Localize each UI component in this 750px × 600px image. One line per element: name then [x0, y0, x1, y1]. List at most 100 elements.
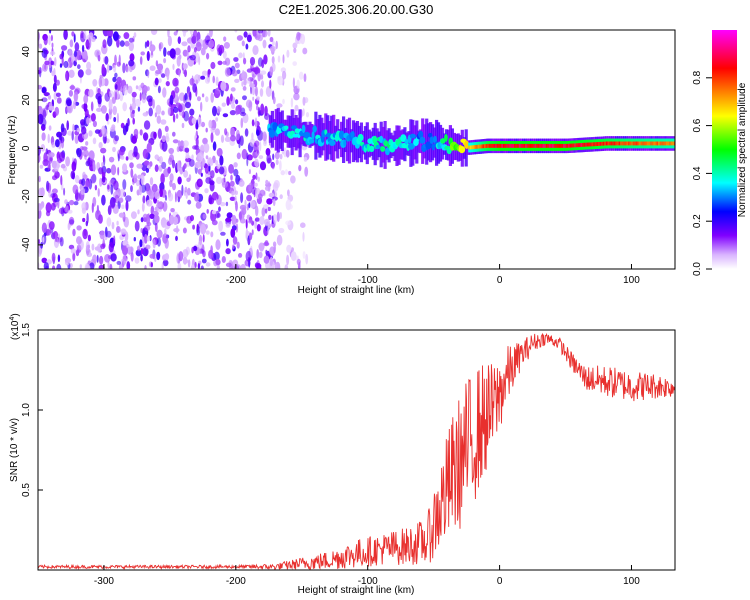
noise-speck [186, 177, 191, 183]
noise-speck [194, 261, 197, 268]
ridge-core-cell [594, 142, 598, 147]
noise-speck [156, 115, 161, 124]
noise-speck [172, 77, 179, 87]
ridge-core-cell [431, 143, 436, 151]
noise-speck [303, 156, 308, 162]
noise-speck [238, 179, 245, 187]
noise-speck [298, 164, 302, 172]
ridge-core-cell [509, 143, 512, 148]
noise-speck [176, 55, 181, 67]
ridge-halo-cell [365, 122, 369, 165]
noise-speck [146, 235, 151, 242]
ridge-core-cell [479, 144, 482, 149]
noise-speck [74, 134, 79, 144]
noise-speck [225, 223, 231, 228]
noise-speck [212, 141, 217, 151]
noise-speck [276, 211, 280, 222]
noise-speck [57, 254, 61, 263]
ridge-halo-cell [326, 115, 330, 160]
ridge-core-cell [632, 141, 636, 146]
ridge-core-cell [537, 143, 541, 148]
noise-speck [210, 132, 214, 143]
noise-speck [118, 79, 122, 88]
noise-speck [106, 217, 112, 227]
noise-speck [252, 30, 257, 37]
noise-speck [56, 97, 62, 104]
noise-speck [54, 106, 60, 116]
noise-speck [212, 105, 217, 117]
noise-speck [92, 79, 98, 87]
noise-speck [149, 44, 156, 52]
noise-speck [111, 124, 116, 130]
noise-speck [187, 199, 192, 205]
noise-speck [85, 68, 92, 76]
noise-speck [44, 60, 50, 66]
noise-speck [158, 156, 163, 164]
noise-speck [71, 31, 75, 37]
noise-speck [296, 79, 300, 89]
noise-speck [59, 63, 63, 68]
noise-speck [287, 189, 290, 197]
ridge-core-cell [673, 141, 675, 146]
noise-speck [42, 109, 47, 120]
noise-speck [216, 163, 221, 170]
noise-speck [112, 76, 117, 83]
noise-speck [127, 149, 135, 161]
ridge-core-cell [503, 143, 506, 148]
noise-speck [172, 182, 176, 191]
noise-speck [149, 177, 154, 186]
noise-speck [290, 97, 294, 108]
noise-speck [229, 180, 235, 187]
noise-speck [257, 176, 261, 182]
noise-speck [42, 159, 49, 167]
noise-speck [51, 160, 57, 169]
noise-speck [241, 40, 245, 47]
noise-speck [162, 87, 167, 98]
noise-speck [272, 214, 278, 224]
noise-speck [254, 217, 260, 222]
ridge-core-cell [338, 130, 345, 140]
noise-speck [267, 30, 271, 37]
noise-speck [258, 155, 264, 160]
noise-speck [276, 234, 283, 246]
noise-speck [256, 262, 262, 269]
colorbar-gradient [712, 30, 737, 269]
noise-speck [99, 255, 104, 265]
noise-speck [177, 262, 182, 269]
noise-speck [267, 206, 271, 212]
ridge-core-cell [669, 141, 672, 146]
noise-speck [223, 42, 230, 49]
noise-speck [238, 52, 243, 59]
noise-speck [252, 45, 259, 56]
ridge-core-cell [607, 141, 611, 146]
ridge-core-cell [547, 143, 550, 148]
noise-speck [101, 176, 106, 183]
noise-speck [61, 140, 64, 149]
ridge-core-cell [303, 131, 311, 139]
ridge-core-cell [477, 144, 481, 149]
snr-x-label: Height of straight line (km) [298, 585, 415, 596]
noise-speck [115, 226, 121, 233]
noise-speck [133, 173, 138, 184]
x-tick-label: 0 [497, 576, 503, 587]
noise-speck [73, 50, 78, 58]
noise-speck [107, 261, 110, 269]
noise-speck [133, 145, 138, 157]
noise-speck [269, 36, 274, 43]
ridge-halo-cell [379, 121, 383, 168]
noise-speck [74, 42, 80, 52]
noise-speck [194, 193, 200, 202]
noise-speck [172, 113, 176, 123]
noise-speck [259, 216, 265, 225]
noise-speck [260, 103, 265, 115]
noise-speck [90, 113, 96, 122]
noise-speck [253, 182, 258, 187]
noise-speck [261, 30, 268, 38]
noise-speck [54, 231, 58, 243]
noise-speck [38, 239, 41, 245]
noise-speck [164, 194, 168, 201]
noise-speck [121, 204, 125, 210]
noise-speck [114, 91, 118, 101]
noise-speck [248, 101, 253, 112]
noise-speck [72, 252, 76, 262]
